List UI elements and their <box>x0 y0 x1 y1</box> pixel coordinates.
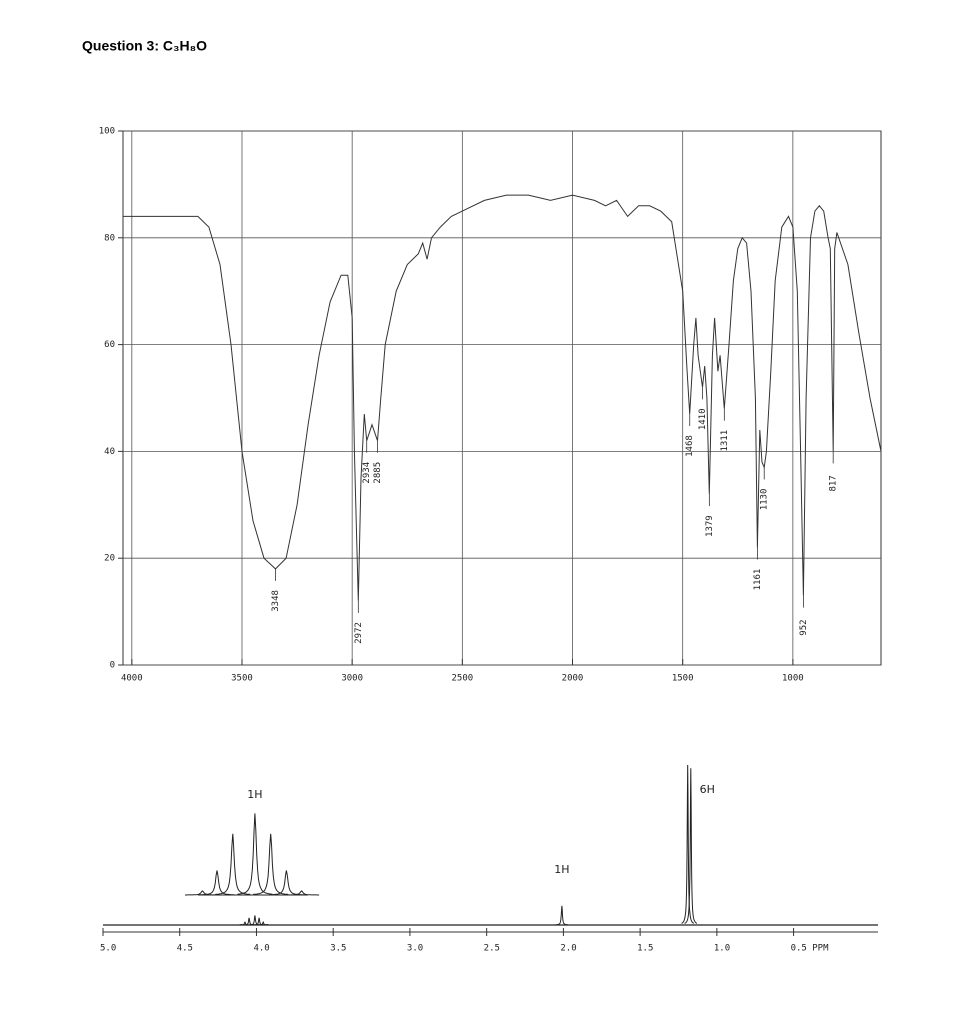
peak-label: 1468 <box>685 435 695 457</box>
inset-peak <box>215 833 251 895</box>
y-tick-label: 60 <box>104 340 115 350</box>
x-tick-label: 5.0 <box>100 944 116 954</box>
nmr-peak <box>681 764 695 924</box>
nmr-peak <box>261 923 274 926</box>
inset-peak <box>237 813 273 895</box>
peak-label: 817 <box>829 475 839 491</box>
integral-label: 6H <box>700 783 715 796</box>
x-tick-label: 2.0 <box>560 944 576 954</box>
x-tick-label: 2000 <box>562 674 584 684</box>
y-tick-label: 100 <box>99 127 115 137</box>
y-tick-label: 40 <box>104 447 115 457</box>
x-tick-label: 4.0 <box>253 944 269 954</box>
peak-label: 2885 <box>373 462 383 484</box>
inset-peak <box>185 890 220 896</box>
x-tick-label: 4.5 <box>177 944 193 954</box>
y-tick-label: 80 <box>104 233 115 243</box>
peak-label: 952 <box>799 619 809 635</box>
x-tick-label: 0.5 PPM <box>791 944 830 954</box>
nmr-peak <box>684 768 698 924</box>
peak-label: 1161 <box>753 569 763 591</box>
peak-label: 1379 <box>705 515 715 537</box>
x-tick-label: 3000 <box>341 674 363 684</box>
x-tick-label: 1.0 <box>714 944 730 954</box>
peak-label: 3348 <box>271 590 281 612</box>
inset-peak <box>284 890 320 896</box>
peak-label: 2972 <box>354 622 364 644</box>
x-tick-label: 2.5 <box>484 944 500 954</box>
x-tick-label: 1500 <box>672 674 694 684</box>
question-title: Question 3: C₃H₈O <box>82 38 207 54</box>
integral-label: 1H <box>554 863 569 876</box>
y-tick-label: 0 <box>110 661 115 671</box>
x-tick-label: 1.5 <box>637 944 653 954</box>
x-tick-label: 2500 <box>451 674 473 684</box>
inset-peak <box>199 870 235 896</box>
y-tick-label: 20 <box>104 554 115 564</box>
integral-label: 1H <box>247 788 262 801</box>
x-tick-label: 1000 <box>782 674 804 684</box>
x-tick-label: 3.5 <box>330 944 346 954</box>
x-tick-label: 4000 <box>121 674 143 684</box>
peak-label: 1311 <box>720 430 730 452</box>
inset-peak <box>253 833 289 895</box>
x-tick-label: 3.0 <box>407 944 423 954</box>
nmr-peak <box>555 905 568 926</box>
x-tick-label: 3500 <box>231 674 253 684</box>
peak-label: 1130 <box>760 489 770 511</box>
peak-label: 2934 <box>362 462 372 484</box>
peak-label: 1410 <box>698 408 708 430</box>
ir-curve <box>123 194 882 601</box>
